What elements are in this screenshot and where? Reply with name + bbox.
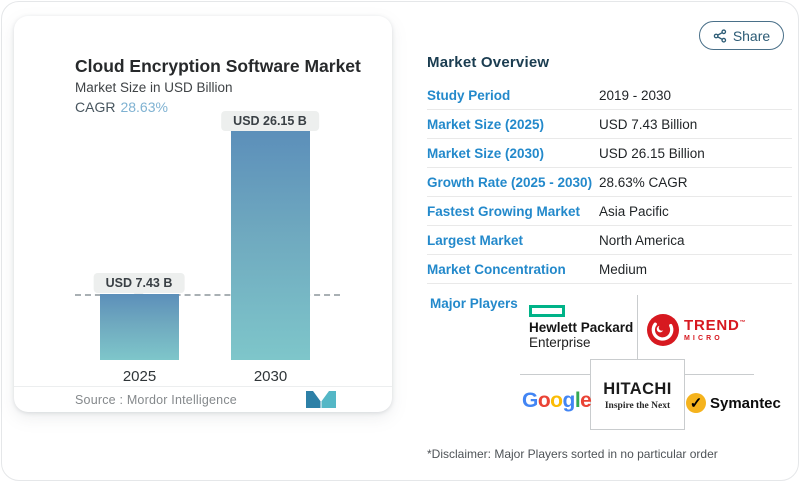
trend-micro-ball-icon [647,314,679,346]
x-axis-label-2025: 2025 [122,368,157,385]
google-logo: Google [522,389,592,413]
cagr-label: CAGR [75,99,116,115]
hitachi-logo: HITACHI Inspire the Next [590,359,685,430]
row-value: USD 26.15 Billion [599,145,705,161]
market-overview-panel: Market Overview Study Period 2019 - 2030… [427,54,792,469]
table-row: Largest Market North America [427,226,792,255]
bar-2025 [100,294,179,360]
players-horizontal-divider-left [520,374,590,375]
chart-subtitle: Market Size in USD Billion [75,80,233,95]
hpe-logo: Hewlett Packard Enterprise [529,305,633,350]
source-text: Source : Mordor Intelligence [75,393,237,407]
symantec-logo: ✓ Symantec [686,393,781,413]
trend-micro-logo: TREND™ MICRO [647,314,746,346]
row-label: Fastest Growing Market [427,203,581,219]
bar-value-label-2025: USD 7.43 B [93,273,185,293]
mordor-intelligence-logo-icon [306,391,336,408]
trend-logo-text: TREND™ [684,317,747,334]
disclaimer-text: *Disclaimer: Major Players sorted in no … [427,447,718,461]
chart-cagr: CAGR 28.63% [75,99,168,115]
players-vertical-divider [637,295,638,359]
hpe-logo-text: Hewlett Packard [529,320,634,335]
overview-table: Study Period 2019 - 2030 Market Size (20… [427,81,792,284]
market-chart-card: Cloud Encryption Software Market Market … [14,16,392,412]
row-label: Largest Market [427,232,524,248]
share-button-label: Share [732,27,771,44]
bar-2030 [231,131,310,360]
row-value: Medium [599,261,648,277]
row-label: Market Size (2025) [427,116,545,132]
google-logo-letter: e [580,389,592,412]
table-row: Growth Rate (2025 - 2030) 28.63% CAGR [427,168,792,197]
google-logo-letter: g [562,389,576,412]
trend-logo-text: MICRO [684,335,723,342]
hpe-logo-text: Enterprise [529,335,591,351]
table-row: Market Size (2030) USD 26.15 Billion [427,139,792,168]
symantec-logo-text: Symantec [710,394,781,412]
bar-value-label-2030: USD 26.15 B [221,111,319,131]
row-label: Growth Rate (2025 - 2030) [427,174,593,190]
table-row: Fastest Growing Market Asia Pacific [427,197,792,226]
symantec-check-icon: ✓ [686,393,706,413]
google-logo-letter: o [537,389,551,412]
hitachi-logo-text: HITACHI [603,380,672,398]
share-button[interactable]: Share [699,21,784,50]
row-value: USD 7.43 Billion [599,116,698,132]
x-axis-label-2030: 2030 [253,368,288,385]
google-logo-letter: o [550,389,563,412]
row-value: 2019 - 2030 [599,87,672,103]
hpe-green-rect-icon [529,305,565,317]
row-value: North America [599,232,685,248]
row-value: 28.63% CAGR [599,174,688,190]
card-footer-divider [14,386,392,387]
reference-dashed-line [75,294,340,296]
row-label: Market Size (2030) [427,145,545,161]
table-row: Market Concentration Medium [427,255,792,284]
table-row: Study Period 2019 - 2030 [427,81,792,110]
row-value: Asia Pacific [599,203,669,219]
hitachi-tagline-text: Inspire the Next [604,400,671,411]
google-logo-letter: G [522,389,538,412]
overview-title: Market Overview [427,54,550,71]
google-logo-letter: l [574,389,581,412]
row-label: Market Concentration [427,261,566,277]
row-label: Study Period [427,87,511,103]
major-players-label: Major Players [430,296,518,311]
chart-title: Cloud Encryption Software Market [75,56,361,76]
players-horizontal-divider-right [685,374,754,375]
cagr-value: 28.63% [120,99,168,115]
share-icon [713,28,726,43]
table-row: Market Size (2025) USD 7.43 Billion [427,110,792,139]
